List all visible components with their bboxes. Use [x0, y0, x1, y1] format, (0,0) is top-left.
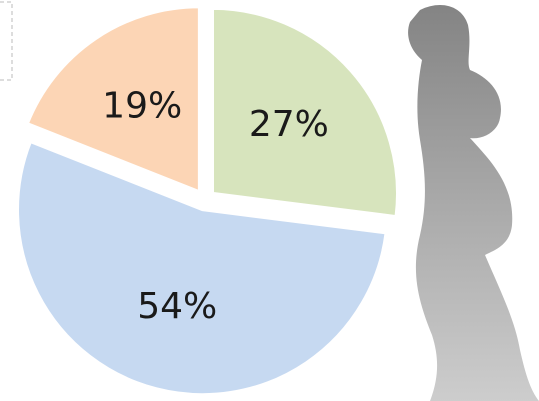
pie-slice — [211, 6, 399, 219]
frame-edge — [0, 1, 13, 81]
data-label: 27% — [249, 104, 329, 145]
pie-slice — [25, 5, 201, 194]
data-label: 54% — [137, 286, 217, 327]
silhouette — [408, 5, 539, 401]
data-label: 19% — [102, 86, 182, 127]
pie-slice — [16, 139, 388, 397]
